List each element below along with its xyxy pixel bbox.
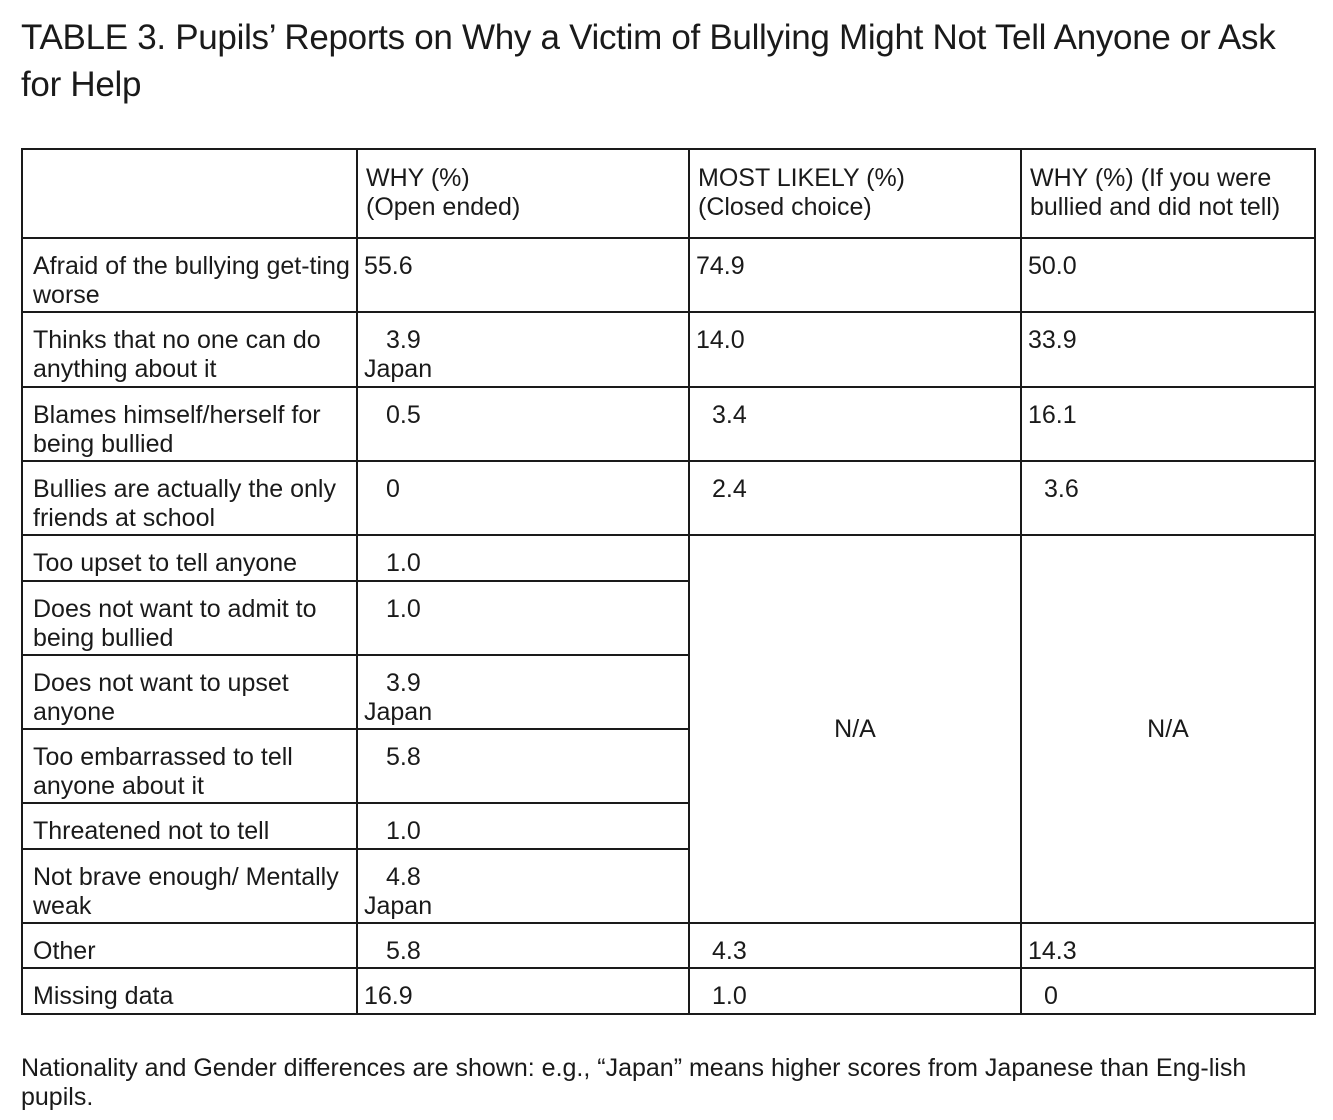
- why-number: 4.8: [386, 863, 421, 891]
- row-label: Bullies are actually the only friends at…: [21, 460, 358, 536]
- why-number: 55.6: [364, 252, 413, 280]
- row-label: Not brave enough/ Mentally weak: [21, 848, 358, 924]
- table-row: Threatened not to tell 1.0: [21, 802, 1315, 850]
- why-value: 3.9 Japan: [356, 311, 690, 388]
- why-bullied-value: 50.0: [1020, 237, 1316, 313]
- table-row: Blames himself/herself for being bullied…: [21, 386, 1316, 462]
- row-label: Too upset to tell anyone: [21, 534, 358, 582]
- why-value: 1.0: [356, 580, 690, 656]
- table-row: Does not want to upset anyone 3.9 Japan: [21, 654, 1315, 730]
- table-title: TABLE 3. Pupils’ Reports on Why a Victim…: [21, 18, 1276, 104]
- header-most-likely-line2: (Closed choice): [698, 193, 872, 221]
- table-row: Bullies are actually the only friends at…: [21, 460, 1316, 536]
- why-value: 16.9: [356, 967, 690, 1015]
- why-number: 1.0: [386, 817, 421, 845]
- why-bullied-value: 16.1: [1020, 386, 1316, 462]
- row-label: Thinks that no one can do anything about…: [21, 311, 358, 388]
- why-bullied-value: 0: [1020, 967, 1316, 1015]
- table-row: Too embarrassed to tell anyone about it …: [21, 728, 1315, 804]
- why-number: 5.8: [386, 743, 421, 771]
- header-most-likely: MOST LIKELY (%) (Closed choice): [688, 148, 1022, 239]
- nationality-note: Japan: [364, 355, 433, 383]
- header-empty: [21, 148, 358, 239]
- table-row: Other 5.8 4.3 14.3: [21, 922, 1316, 969]
- row-label: Threatened not to tell: [21, 802, 358, 850]
- why-value: 5.8: [356, 728, 690, 804]
- header-most-likely-line1: MOST LIKELY (%): [698, 164, 906, 192]
- header-why-bullied: WHY (%) (If you were bullied and did not…: [1020, 148, 1316, 239]
- why-value: 1.0: [356, 534, 690, 582]
- why-value: 5.8: [356, 922, 690, 969]
- table-footnote: Nationality and Gender differences are s…: [21, 1054, 1247, 1111]
- why-value: 0.5: [356, 386, 690, 462]
- table-row: Thinks that no one can do anything about…: [21, 311, 1316, 388]
- most-likely-value: 14.0: [688, 311, 1022, 388]
- why-bullied-value: 14.3: [1020, 922, 1316, 969]
- why-value: 0: [356, 460, 690, 536]
- why-number: 0: [386, 475, 400, 503]
- row-label: Other: [21, 922, 358, 969]
- table-row: Not brave enough/ Mentally weak 4.8 Japa…: [21, 848, 1315, 924]
- results-table: WHY (%) (Open ended) MOST LIKELY (%) (Cl…: [21, 148, 1316, 1015]
- why-number: 3.9: [386, 326, 421, 354]
- why-number: 5.8: [386, 937, 421, 965]
- why-number: 16.9: [364, 982, 413, 1010]
- nationality-note: Japan: [364, 698, 433, 726]
- header-why: WHY (%) (Open ended): [356, 148, 690, 239]
- why-value: 4.8 Japan: [356, 848, 690, 924]
- row-label: Does not want to upset anyone: [21, 654, 358, 730]
- table-row: Too upset to tell anyone 1.0 N/A N/A: [21, 534, 1316, 924]
- table-row: Does not want to admit to being bullied …: [21, 580, 1315, 656]
- why-bullied-value: 3.6: [1020, 460, 1316, 536]
- header-row: WHY (%) (Open ended) MOST LIKELY (%) (Cl…: [21, 148, 1316, 239]
- why-number: 0.5: [386, 401, 421, 429]
- header-why-bullied-line2: bullied and did not tell): [1030, 193, 1281, 221]
- row-label: Does not want to admit to being bullied: [21, 580, 358, 656]
- why-number: 1.0: [386, 549, 421, 577]
- table-row: Afraid of the bullying get-ting worse 55…: [21, 237, 1316, 313]
- row-label: Blames himself/herself for being bullied: [21, 386, 358, 462]
- most-likely-value: 2.4: [688, 460, 1022, 536]
- header-why-line1: WHY (%): [366, 164, 470, 192]
- header-why-bullied-line1: WHY (%) (If you were: [1030, 164, 1272, 192]
- most-likely-value: 74.9: [688, 237, 1022, 313]
- row-label: Missing data: [21, 967, 358, 1015]
- most-likely-na: N/A: [688, 534, 1022, 924]
- why-number: 1.0: [386, 595, 421, 623]
- why-bullied-value: 33.9: [1020, 311, 1316, 388]
- most-likely-value: 3.4: [688, 386, 1022, 462]
- why-value: 3.9 Japan: [356, 654, 690, 730]
- row-label: Afraid of the bullying get-ting worse: [21, 237, 358, 313]
- why-value: 55.6: [356, 237, 690, 313]
- table-row: Missing data 16.9 1.0 0: [21, 967, 1316, 1015]
- most-likely-value: 4.3: [688, 922, 1022, 969]
- why-value: 1.0: [356, 802, 690, 850]
- row-label: Too embarrassed to tell anyone about it: [21, 728, 358, 804]
- most-likely-value: 1.0: [688, 967, 1022, 1015]
- why-number: 3.9: [386, 669, 421, 697]
- why-bullied-na: N/A: [1020, 534, 1316, 924]
- header-why-line2: (Open ended): [366, 193, 521, 221]
- nationality-note: Japan: [364, 892, 433, 920]
